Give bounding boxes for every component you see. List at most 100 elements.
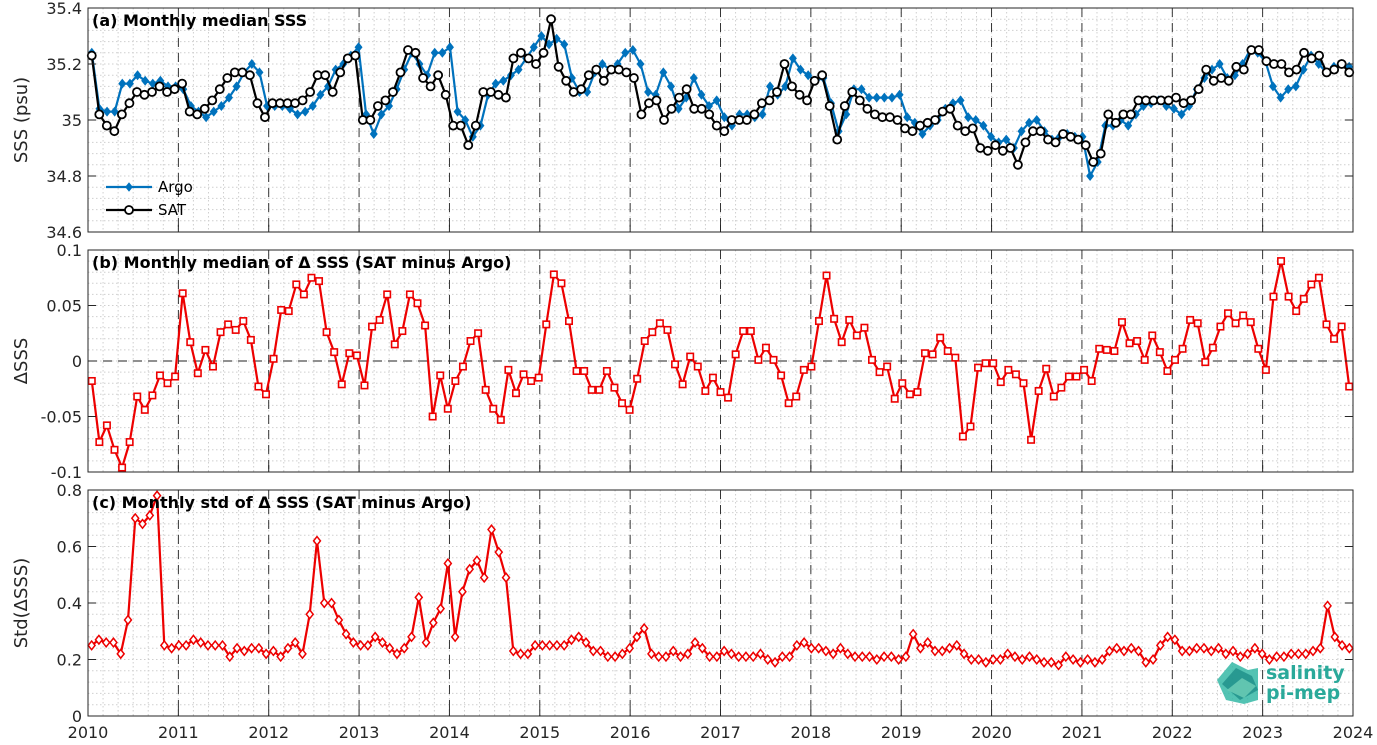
data-point (208, 362, 217, 371)
data-point (268, 645, 278, 657)
data-point (567, 634, 576, 646)
data-point (595, 385, 604, 394)
data-point (596, 645, 605, 657)
data-point (430, 47, 439, 58)
data-point (458, 586, 467, 598)
data-point (1042, 364, 1051, 373)
data-point (1013, 159, 1023, 170)
data-point (308, 100, 317, 112)
data-point (1061, 651, 1071, 663)
data-point (1010, 651, 1020, 663)
y-tick-label: 0.2 (57, 651, 82, 670)
data-point (1126, 642, 1136, 654)
data-point (621, 47, 630, 58)
data-point (708, 373, 717, 382)
data-point (171, 372, 180, 381)
data-point (966, 653, 976, 666)
data-point (1323, 600, 1332, 612)
data-point (405, 290, 414, 299)
data-point (1080, 140, 1091, 151)
data-point (453, 106, 462, 117)
data-point (674, 92, 684, 103)
data-point (1032, 114, 1041, 126)
y-tick-label: 35.2 (46, 55, 82, 74)
data-point (1148, 653, 1158, 666)
data-point (501, 92, 511, 103)
data-point (974, 363, 983, 372)
data-point (724, 393, 733, 402)
data-point (1292, 307, 1301, 316)
data-point (1261, 365, 1270, 374)
data-point (125, 78, 134, 89)
data-point (850, 651, 860, 663)
data-point (152, 490, 162, 502)
data-point (216, 328, 225, 337)
data-point (610, 383, 619, 392)
x-tick-label: 2019 (881, 723, 922, 742)
data-point (1003, 648, 1013, 660)
data-point (758, 109, 767, 120)
data-point (244, 70, 255, 81)
data-point (945, 103, 956, 114)
data-point (463, 140, 474, 151)
data-point (741, 115, 752, 125)
data-point (348, 637, 358, 649)
data-point (436, 603, 446, 615)
data-point (225, 651, 235, 663)
data-point (865, 651, 874, 663)
data-point (138, 518, 147, 530)
data-point (413, 299, 422, 308)
data-point (777, 371, 786, 380)
data-point (537, 30, 546, 42)
data-point (1011, 370, 1020, 379)
data-point (110, 106, 119, 117)
data-point (908, 628, 918, 640)
data-point (674, 103, 683, 114)
data-point (739, 327, 748, 336)
data-point (1307, 280, 1316, 289)
data-point (116, 109, 127, 120)
data-point (905, 390, 914, 399)
y-tick-label: 35.4 (46, 0, 82, 18)
data-point (534, 373, 543, 382)
data-point (201, 345, 210, 354)
data-point (1075, 656, 1085, 668)
data-point (252, 98, 263, 109)
data-point (519, 370, 528, 379)
data-point (799, 365, 808, 374)
data-point (125, 438, 134, 447)
data-point (516, 47, 526, 58)
data-point (154, 81, 165, 92)
data-point (784, 399, 793, 408)
data-point (1314, 273, 1323, 282)
data-point (830, 314, 839, 323)
data-point (1017, 126, 1026, 137)
data-point (1097, 653, 1107, 666)
data-point (450, 631, 460, 643)
data-point (369, 128, 378, 140)
y-tick-label: -0.05 (41, 408, 82, 427)
y-tick-label: 0 (72, 707, 82, 726)
data-point (862, 103, 873, 114)
data-point (363, 639, 373, 651)
y-tick-label: 35 (62, 111, 82, 130)
data-point (455, 120, 466, 131)
data-point (529, 42, 538, 53)
data-point (879, 651, 889, 663)
data-point (712, 651, 722, 663)
data-point (981, 656, 991, 668)
data-point (443, 557, 453, 569)
data-point (1254, 344, 1263, 353)
data-point (174, 639, 184, 651)
data-point (375, 315, 384, 324)
data-point (214, 84, 225, 95)
data-point (1279, 651, 1289, 663)
data-point (860, 323, 869, 332)
logo-text-line1: salinity (1266, 662, 1345, 684)
data-point (581, 637, 591, 649)
data-point (140, 405, 149, 414)
data-point (837, 338, 846, 347)
data-point (633, 374, 642, 383)
x-tick-label: 2024 (1333, 723, 1374, 742)
data-point (1163, 631, 1173, 643)
